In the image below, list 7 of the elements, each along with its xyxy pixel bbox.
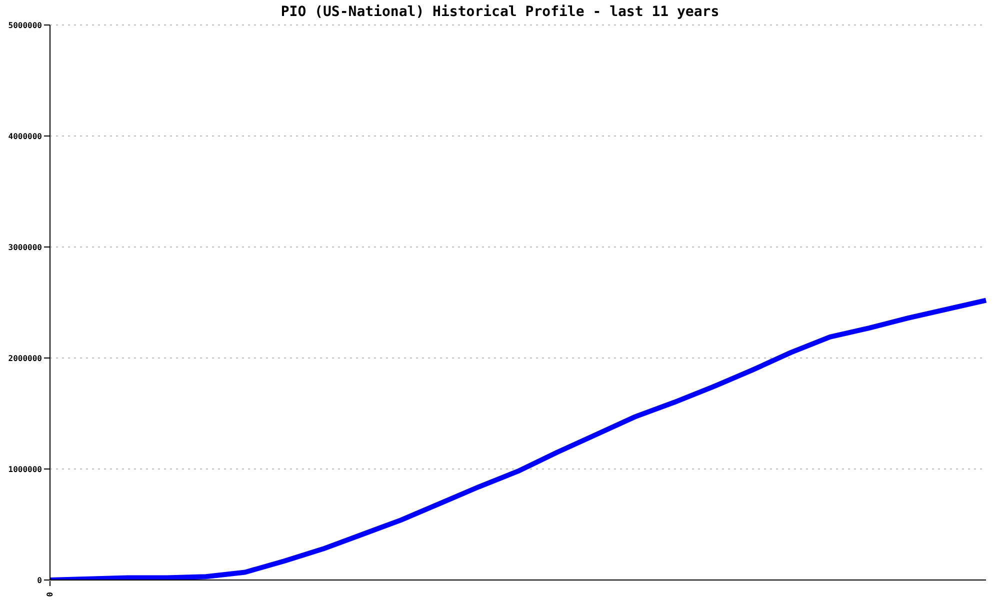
y-tick-label: 1000000 (8, 464, 42, 474)
y-tick-label: 2000000 (8, 354, 42, 363)
y-tick-label: 3000000 (8, 242, 42, 252)
y-tick-label: 5000000 (8, 20, 42, 30)
y-tick-label: 4000000 (8, 132, 42, 141)
chart-title: PIO (US-National) Historical Profile - last 11 years (280, 4, 720, 20)
y-tick-label: 0 (37, 576, 42, 585)
